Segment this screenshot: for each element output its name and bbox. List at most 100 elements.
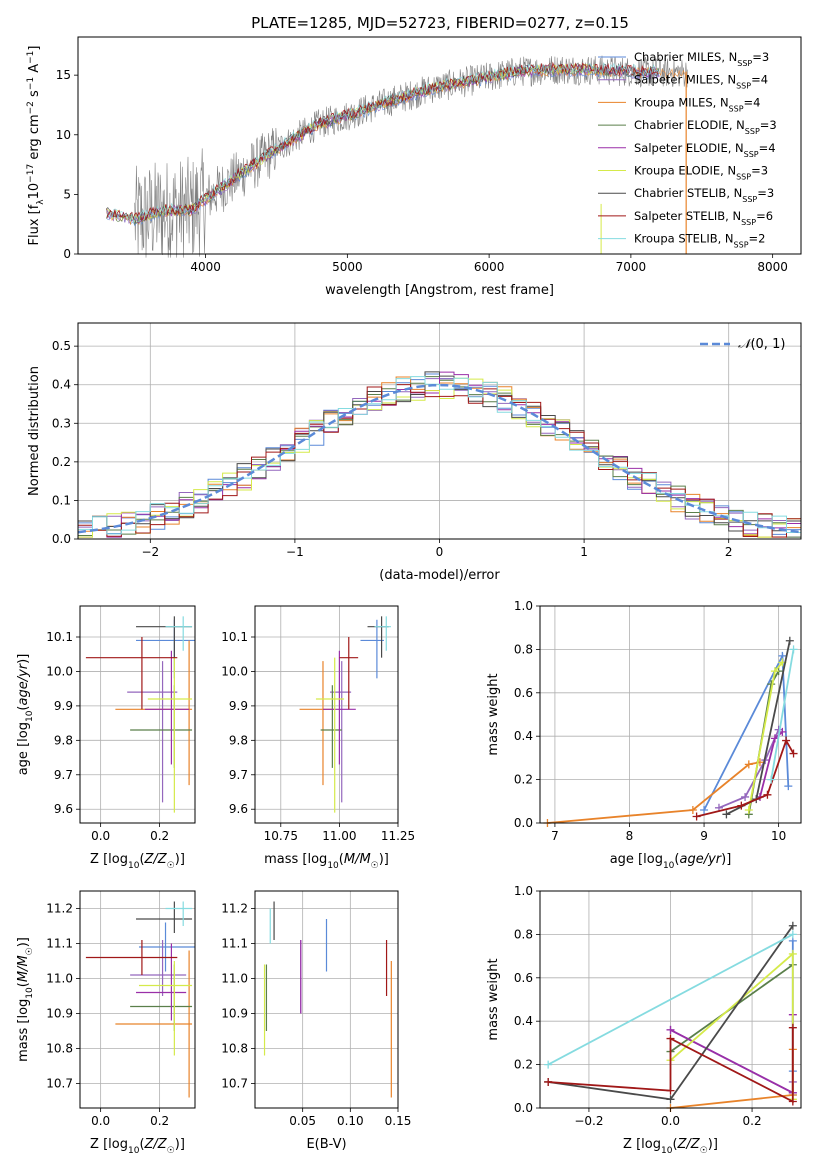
label-part: −1 [26,77,36,90]
weight-line-kroupa_miles [670,1049,794,1109]
legend-label: Salpeter ELODIE, N [634,141,744,155]
x-tick-label: 10.75 [264,829,298,843]
model-spectrum-kroupa_miles [106,64,688,225]
legend-label: Kroupa MILES, N [634,95,729,109]
legend-label: Chabrier STELIB, N [634,186,742,200]
x-tick-label: −2 [141,545,159,559]
legend-sub: SSP [729,104,744,113]
x-tick-label: 7000 [616,260,647,274]
legend-sub: SSP [736,81,751,90]
y-axis-label: mass weight [486,673,501,755]
y-tick-label: 0.1 [52,493,71,507]
model-spectrum-chabrier_elodie [106,64,660,225]
y-tick-label: 1.0 [514,599,533,613]
panel-mass_vs_Z: 0.0 0.210.710.810.911.011.111.2Z [log10(Z… [16,890,196,1156]
x-tick-label: 0 [436,545,444,559]
weight-marker-chabrier_stelib [722,810,731,819]
legend-nssp: =3 [752,50,769,64]
y-tick-label: 9.7 [54,768,73,782]
legend-nssp: =6 [756,209,773,223]
label-part: )] [379,852,389,867]
label-part: ☉ [167,1146,175,1156]
weight-marker-salpeter_stelib [544,1077,553,1086]
label-part: 10 [663,861,675,871]
label-part: age/yr [16,662,31,705]
y-tick-label: 0.0 [514,816,533,830]
legend-nssp: =3 [751,164,768,178]
weight-marker-salpeter_elodie [666,1025,675,1034]
label-part: ☉ [25,947,35,955]
label-part: 10 [27,183,42,200]
y-tick-label: 10.7 [221,1077,248,1091]
x-tick-label: 11.00 [322,829,356,843]
legend-entry-chabrier_miles: Chabrier MILES, NSSP=3 [634,50,769,68]
plot-area-age_vs_Z [85,616,195,813]
x-tick-label: −1 [286,545,304,559]
label-part: A [27,64,42,77]
weight-line-salpeter_miles [718,729,780,809]
legend-nssp: =2 [749,232,766,246]
x-tick-label: 0.0 [91,1114,110,1128]
plot-area-age_vs_mass [299,616,391,813]
x-tick-label: 8000 [757,260,788,274]
weight-line-salpeter_elodie [670,1014,794,1095]
y-tick-label: 0.5 [52,339,71,353]
y-axis-label: mass [log10(M/M☉)] [16,937,35,1062]
y-axis-label: Flux [fλ10−17 erg cm−2 s−1 A−1] [26,46,46,246]
legend-nssp: =4 [751,73,768,87]
histogram-salpeter_elodie [78,371,801,538]
label-part: Z [log [90,1137,128,1152]
legend-nssp: =4 [744,95,761,109]
weight-marker-salpeter_stelib [789,749,798,758]
label-part: −1 [26,51,36,64]
label-part: mass [log [16,999,31,1062]
weight-marker-salpeter_miles [741,792,750,801]
observed-spectrum [134,55,688,258]
y-tick-label: 0.2 [514,1058,533,1072]
y-tick-label: 0 [63,247,71,261]
label-part: ☉ [167,861,175,871]
legend-label: Chabrier MILES, N [634,50,737,64]
y-tick-label: 10.7 [46,1077,73,1091]
y-tick-label: 1.0 [514,884,533,898]
axes-frame [254,605,399,824]
y-tick-label: 9.9 [229,699,248,713]
label-part: M/M [16,955,31,982]
x-tick-label: 0.0 [91,829,110,843]
y-tick-label: 10 [56,128,71,142]
weight-line-chabrier_miles [703,652,790,811]
label-part: M/M [344,852,371,867]
panel-age_vs_Z: 0.0 0.29.69.79.89.910.010.1Z [log10(Z/Z☉)… [16,605,196,871]
legend-nssp: =4 [759,141,776,155]
y-tick-label: 10.1 [46,630,73,644]
plot-area-weight_vs_Z [544,921,797,1112]
x-tick-label: 0.2 [150,1114,169,1128]
label-part: )] [721,852,731,867]
weight-marker-chabrier_miles [700,805,709,814]
label-part: )] [175,852,185,867]
label-part: 10 [25,987,35,999]
weight-marker-kroupa_stelib [767,775,776,784]
label-part: Flux [f [27,204,42,245]
weight-line-kroupa_miles [547,761,761,824]
y-tick-label: 10.8 [221,1042,248,1056]
y-tick-label: 9.8 [229,733,248,747]
legend-label: Salpeter STELIB, N [634,209,741,223]
plot-area-weight_vs_age [543,636,798,827]
y-tick-label: 0.8 [514,642,533,656]
y-tick-label: 0.4 [514,1014,533,1028]
panel-mass_vs_EBV: 0.05 0.10 0.15 10.7 10.8 10.9 11.0 11.1 11.2 E(B-… [221,890,411,1152]
label-part: ( [139,852,144,867]
y-tick-label: 9.9 [54,699,73,713]
legend-sub: SSP [734,240,749,249]
x-tick-label: 2 [725,545,733,559]
model-spectrum-salpeter_stelib [105,61,660,221]
plot-area-spectrum [105,55,688,258]
legend-nssp: =3 [760,118,777,132]
x-axis-label: (data-model)/error [379,568,500,583]
x-tick-label: 4000 [190,260,221,274]
axes-frame [79,890,196,1109]
label-part: age [log [610,852,663,867]
